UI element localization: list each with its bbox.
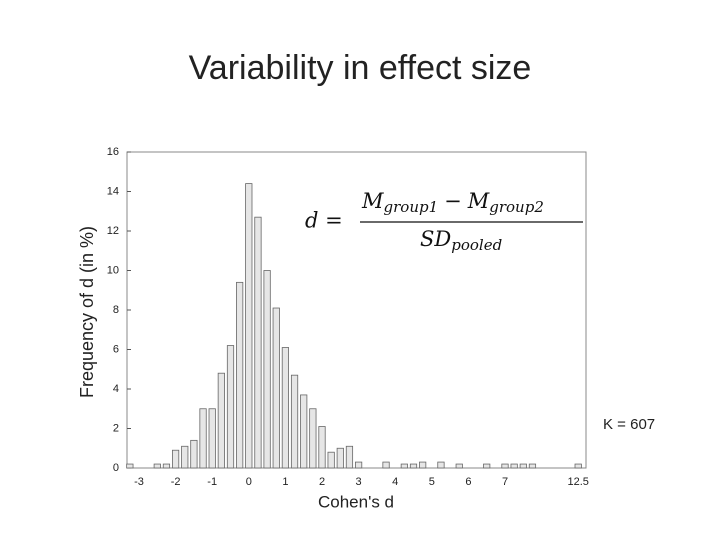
bar xyxy=(528,463,537,469)
bar xyxy=(236,281,244,469)
x-tick-label: 5 xyxy=(429,476,435,488)
x-tick-label: 1 xyxy=(282,476,288,488)
x-tick-label: 0 xyxy=(246,476,252,488)
formula-subscript: group1 xyxy=(384,198,439,216)
y-tick-label: 16 xyxy=(107,146,119,158)
bar xyxy=(208,408,216,469)
bar xyxy=(419,461,427,469)
bar xyxy=(345,445,354,469)
y-tick-label: 2 xyxy=(113,422,119,434)
bar xyxy=(281,347,290,469)
y-tick-label: 12 xyxy=(107,225,119,237)
bar xyxy=(300,394,308,469)
bar xyxy=(409,463,418,469)
bar xyxy=(171,449,180,469)
bar xyxy=(327,451,335,469)
bar xyxy=(290,374,299,469)
bar xyxy=(510,463,518,469)
bar xyxy=(226,345,235,469)
bar xyxy=(263,270,271,469)
bar xyxy=(382,461,390,469)
y-tick-label: 6 xyxy=(113,343,119,355)
bar xyxy=(354,461,363,469)
formula-term: SD xyxy=(420,227,451,251)
bar xyxy=(483,463,491,469)
bar xyxy=(126,463,134,469)
bar xyxy=(199,408,207,469)
bar xyxy=(309,408,317,469)
bar xyxy=(400,463,408,469)
x-tick-label: -2 xyxy=(171,476,181,488)
formula-operator: − xyxy=(444,189,462,213)
note: K = 607 xyxy=(603,416,655,433)
formula-numerator: Mgroup1− Mgroup2 xyxy=(361,189,544,217)
bar xyxy=(272,307,280,469)
slide-title: Variability in effect size xyxy=(189,49,532,87)
bar xyxy=(181,445,189,469)
formula-subscript: group2 xyxy=(489,198,544,216)
x-tick-label: 12.5 xyxy=(567,476,588,488)
x-tick-label: 7 xyxy=(502,476,508,488)
x-axis-label: Cohen's d xyxy=(318,492,394,511)
x-tick-label: 3 xyxy=(356,476,362,488)
x-tick-label: -3 xyxy=(134,476,144,488)
y-tick-label: 14 xyxy=(107,185,119,197)
bar xyxy=(245,183,253,469)
bar xyxy=(501,463,509,469)
bar xyxy=(519,463,527,469)
x-tick-label: 2 xyxy=(319,476,325,488)
y-tick-label: 0 xyxy=(113,462,119,474)
bar xyxy=(217,372,225,469)
formula-term: M xyxy=(361,189,384,213)
bar xyxy=(574,463,582,469)
bar xyxy=(190,439,198,469)
x-tick-label: -1 xyxy=(207,476,217,488)
y-tick-label: 4 xyxy=(113,383,119,395)
x-tick-label: 4 xyxy=(392,476,398,488)
bar xyxy=(318,426,326,469)
y-tick-label: 10 xyxy=(107,264,119,276)
bar xyxy=(254,216,262,469)
bar xyxy=(162,463,171,469)
bar xyxy=(336,447,344,469)
formula-subscript: pooled xyxy=(451,236,502,254)
formula-denominator: SDpooled xyxy=(420,227,502,255)
bar xyxy=(455,463,463,469)
bar xyxy=(437,461,445,469)
y-axis-label: Frequency of d (in %) xyxy=(77,226,97,398)
formula-lhs: d = xyxy=(305,209,343,233)
x-tick-label: 6 xyxy=(465,476,471,488)
y-tick-label: 8 xyxy=(113,304,119,316)
bar xyxy=(153,463,161,469)
formula-term: M xyxy=(467,189,490,213)
